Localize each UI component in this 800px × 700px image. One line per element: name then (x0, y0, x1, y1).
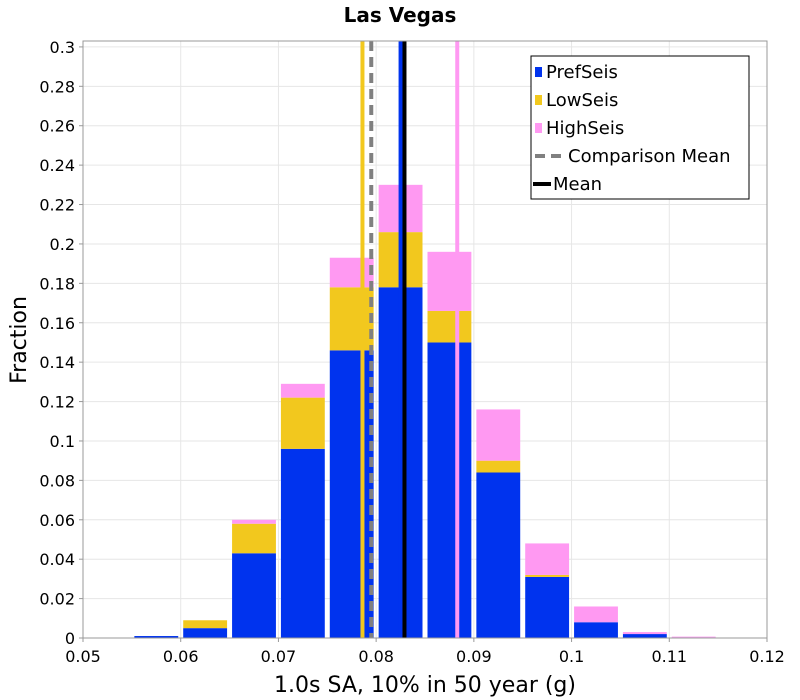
y-tick-label: 0.24 (39, 156, 75, 175)
x-tick-label: 0.1 (559, 647, 584, 666)
bars (134, 184, 716, 638)
legend-label-mean: Mean (553, 174, 602, 195)
plot-frame (82, 40, 768, 639)
legend-label-comparison-mean: Comparison Mean (568, 146, 731, 167)
legend-swatch-highseis (535, 123, 542, 133)
legend-swatch-prefseis (535, 67, 542, 77)
bar-highseis (622, 632, 667, 635)
bar-highseis (427, 251, 472, 311)
bar-lowseis (329, 287, 374, 351)
legend-swatch-lowseis (535, 95, 542, 105)
bar-highseis (280, 383, 325, 398)
y-axis-ticks: 0 0.02 0.04 0.06 0.08 0.1 0.12 0.14 0.16 0.18 0.2 0… (39, 38, 83, 648)
y-tick-label: 0.22 (39, 196, 75, 215)
bar-highseis (232, 519, 276, 524)
y-tick-label: 0.16 (39, 314, 75, 333)
y-tick-label: 0.2 (50, 235, 75, 254)
bar-lowseis (232, 523, 276, 554)
x-tick-label: 0.08 (358, 647, 394, 666)
bar-lowseis (183, 620, 228, 629)
y-tick-label: 0.1 (50, 432, 75, 451)
legend-label-highseis: HighSeis (546, 118, 624, 139)
y-tick-label: 0 (65, 629, 75, 648)
bar-prefseis (134, 636, 179, 638)
y-tick-label: 0.06 (39, 511, 75, 530)
y-tick-label: 0.08 (39, 471, 75, 490)
bar-prefseis (280, 448, 325, 638)
bar-highseis (329, 257, 374, 288)
legend-label-lowseis: LowSeis (546, 90, 618, 111)
y-tick-label: 0.14 (39, 353, 75, 372)
bar-highseis (525, 543, 570, 575)
x-axis-ticks: 0.05 0.06 0.07 0.08 0.09 0.1 0.11 0.12 (65, 638, 785, 666)
y-tick-label: 0.12 (39, 393, 75, 412)
bar-prefseis (622, 634, 667, 638)
x-tick-label: 0.12 (749, 647, 785, 666)
x-axis-title: 1.0s SA, 10% in 50 year (g) (274, 673, 576, 698)
y-tick-label: 0.18 (39, 274, 75, 293)
x-tick-label: 0.05 (65, 647, 101, 666)
bar-lowseis (525, 574, 570, 577)
legend-box (530, 55, 750, 200)
bar-prefseis (183, 628, 228, 638)
legend-label-prefseis: PrefSeis (546, 62, 618, 83)
y-tick-label: 0.3 (50, 38, 75, 57)
x-tick-label: 0.11 (651, 647, 687, 666)
bar-prefseis (232, 553, 276, 638)
bar-lowseis (427, 310, 472, 343)
y-tick-label: 0.28 (39, 77, 75, 96)
bar-prefseis (329, 350, 374, 638)
bar-lowseis (280, 397, 325, 449)
y-tick-label: 0.26 (39, 117, 75, 136)
y-axis-title: Fraction (7, 296, 32, 384)
x-tick-label: 0.06 (163, 647, 199, 666)
chart-title: Las Vegas (344, 3, 457, 27)
x-tick-label: 0.09 (456, 647, 492, 666)
bar-prefseis (574, 622, 618, 638)
bar-prefseis (525, 576, 570, 638)
bar-highseis (476, 409, 521, 461)
y-tick-label: 0.02 (39, 590, 75, 609)
mean-lines (360, 41, 460, 638)
bar-prefseis (476, 472, 521, 638)
bar-highseis (574, 606, 618, 623)
x-tick-label: 0.07 (261, 647, 297, 666)
bar-highseis (671, 636, 716, 638)
legend: PrefSeis LowSeis HighSeis Comparison Mean Me… (530, 55, 750, 200)
bar-prefseis (427, 342, 472, 638)
bar-lowseis (476, 460, 521, 473)
y-tick-label: 0.04 (39, 550, 75, 569)
